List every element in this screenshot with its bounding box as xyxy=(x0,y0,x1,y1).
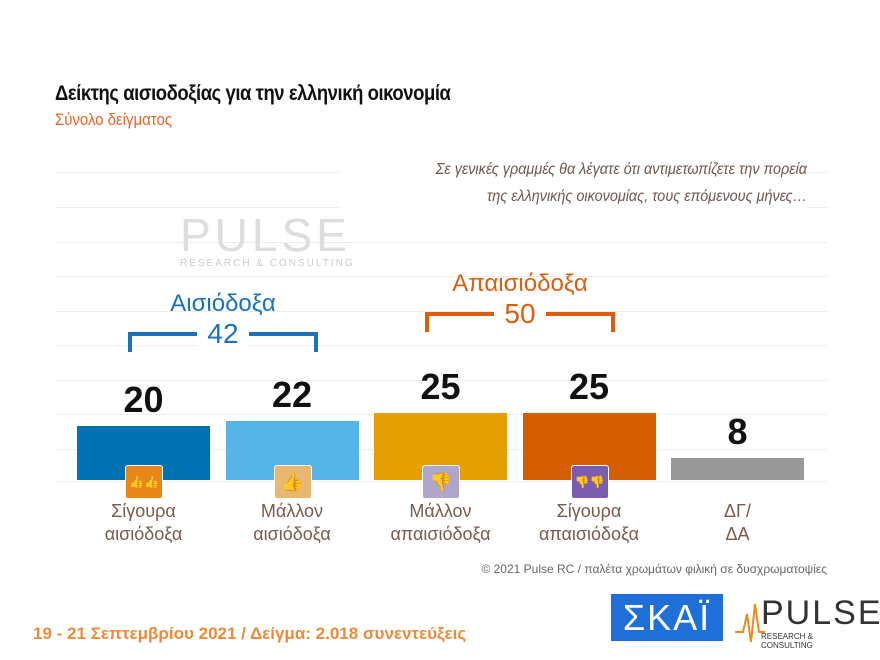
category-label: ΔΓ/ΔΑ xyxy=(671,500,804,546)
pulse-heartbeat-icon xyxy=(735,603,765,643)
pulse-logo-tag: RESEARCH & CONSULTING xyxy=(761,632,814,650)
category-label-line: Σίγουρα xyxy=(556,501,622,521)
category-label-line: απαισιόδοξα xyxy=(538,524,640,544)
group-label: Απαισιόδοξα xyxy=(452,270,588,297)
gridline xyxy=(55,311,827,312)
question-line: της ελληνικής οικονομίας, τους επόμενους… xyxy=(486,188,807,205)
category-label-line: απαισιόδοξα xyxy=(390,524,491,544)
category-label-line: αισιόδοξα xyxy=(253,524,331,544)
data-label: 25 xyxy=(420,365,461,407)
watermark-logo: PULSE RESEARCH & CONSULTING xyxy=(180,212,355,270)
category-label-line: αισιόδοξα xyxy=(104,524,183,544)
pulse-logo: PULSE RESEARCH & CONSULTING xyxy=(735,594,880,650)
data-label: 25 xyxy=(568,365,610,407)
data-label: 22 xyxy=(271,373,313,415)
page-title: Δείκτης αισιοδοξίας για την ελληνική οικ… xyxy=(55,82,451,105)
double-thumbs-down-icon: 👎👎 xyxy=(570,465,609,499)
page-subtitle: Σύνολο δείγματος xyxy=(55,110,172,129)
category-label-line: ΔΓ/ xyxy=(724,501,751,521)
survey-dates: 19 - 21 Σεπτεμβρίου 2021 / Δείγμα: 2.018… xyxy=(33,624,467,643)
group-total: 50 xyxy=(494,298,546,329)
pulse-logo-text: PULSE xyxy=(761,594,880,632)
skai-logo: ΣΚΑΪ xyxy=(611,594,723,641)
thumbs-up-icon: 👍 xyxy=(273,465,312,499)
category-label-line: Μάλλον xyxy=(260,501,324,521)
question-line: Σε γενικές γραμμές θα λέγατε ότι αντιμετ… xyxy=(435,161,807,178)
category-label: Σίγουρα απαισιόδοξα xyxy=(523,500,656,546)
category-label-line: ΔΑ xyxy=(725,524,750,544)
watermark-tag: RESEARCH & CONSULTING xyxy=(180,258,355,269)
group-label: Αισιόδοξα xyxy=(170,290,276,317)
survey-question: Σε γενικές γραμμές θα λέγατε ότι αντιμετ… xyxy=(339,156,807,210)
category-label: Μάλλον αισιόδοξα xyxy=(226,500,359,546)
bar xyxy=(671,458,804,480)
group-optimistic: Αισιόδοξα 42 xyxy=(128,290,318,352)
gridline xyxy=(55,380,827,381)
category-label: Σίγουρα αισιόδοξα xyxy=(77,500,210,546)
category-label-line: Σίγουρα xyxy=(111,501,176,521)
category-label: Μάλλον απαισιόδοξα xyxy=(374,500,507,546)
gridline xyxy=(55,345,827,346)
double-thumbs-up-icon: 👍👍 xyxy=(125,465,163,499)
thumbs-down-icon: 👎 xyxy=(422,465,460,499)
data-label: 20 xyxy=(123,379,164,420)
gridline xyxy=(55,276,827,277)
watermark-text: PULSE xyxy=(180,209,351,261)
group-pessimistic: Απαισιόδοξα 50 xyxy=(425,270,615,332)
category-label-line: Μάλλον xyxy=(409,501,472,521)
group-total: 42 xyxy=(197,318,249,349)
gridline xyxy=(55,242,827,243)
footnote: © 2021 Pulse RC / παλέτα χρωμάτων φιλική… xyxy=(481,562,827,576)
data-label: 8 xyxy=(727,411,748,453)
